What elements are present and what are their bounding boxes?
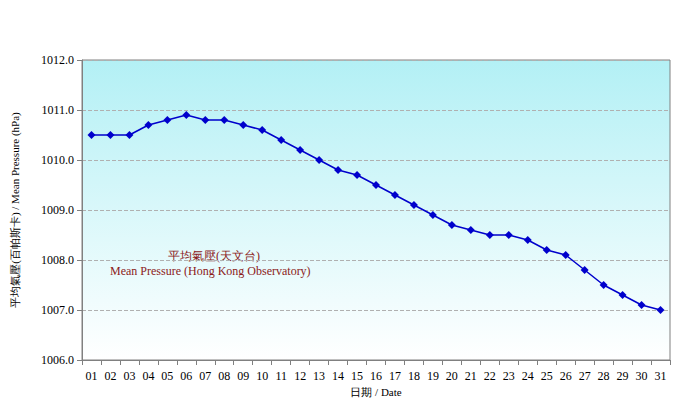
svg-text:22: 22 (484, 369, 496, 383)
svg-text:12: 12 (294, 369, 306, 383)
svg-text:09: 09 (237, 369, 249, 383)
svg-text:1010.0: 1010.0 (41, 153, 74, 167)
svg-text:20: 20 (446, 369, 458, 383)
svg-text:07: 07 (199, 369, 211, 383)
svg-text:21: 21 (465, 369, 477, 383)
svg-text:14: 14 (332, 369, 344, 383)
svg-text:25: 25 (541, 369, 553, 383)
svg-text:02: 02 (104, 369, 116, 383)
svg-text:05: 05 (161, 369, 173, 383)
svg-text:平均氣壓(百帕斯卡) / Mean Pressure (hP: 平均氣壓(百帕斯卡) / Mean Pressure (hPa) (9, 112, 22, 308)
svg-text:1012.0: 1012.0 (41, 53, 74, 67)
svg-text:26: 26 (560, 369, 572, 383)
svg-text:1007.0: 1007.0 (41, 303, 74, 317)
svg-text:23: 23 (503, 369, 515, 383)
svg-text:15: 15 (351, 369, 363, 383)
svg-text:03: 03 (123, 369, 135, 383)
svg-text:06: 06 (180, 369, 192, 383)
svg-text:1009.0: 1009.0 (41, 203, 74, 217)
svg-text:17: 17 (389, 369, 401, 383)
svg-text:13: 13 (313, 369, 325, 383)
svg-text:08: 08 (218, 369, 230, 383)
svg-text:日期 / Date: 日期 / Date (350, 386, 401, 398)
svg-text:31: 31 (655, 369, 667, 383)
svg-text:平均氣壓(天文台): 平均氣壓(天文台) (168, 249, 260, 263)
svg-text:1008.0: 1008.0 (41, 253, 74, 267)
svg-text:1006.0: 1006.0 (41, 353, 74, 367)
svg-text:27: 27 (579, 369, 591, 383)
svg-text:1011.0: 1011.0 (41, 103, 74, 117)
svg-text:30: 30 (636, 369, 648, 383)
svg-text:28: 28 (598, 369, 610, 383)
svg-text:16: 16 (370, 369, 382, 383)
svg-text:18: 18 (408, 369, 420, 383)
svg-text:01: 01 (85, 369, 97, 383)
svg-text:24: 24 (522, 369, 534, 383)
svg-text:19: 19 (427, 369, 439, 383)
svg-text:Mean Pressure (Hong Kong Obser: Mean Pressure (Hong Kong Observatory) (110, 264, 311, 278)
svg-text:10: 10 (256, 369, 268, 383)
svg-text:29: 29 (617, 369, 629, 383)
svg-text:11: 11 (275, 369, 287, 383)
svg-text:04: 04 (142, 369, 154, 383)
